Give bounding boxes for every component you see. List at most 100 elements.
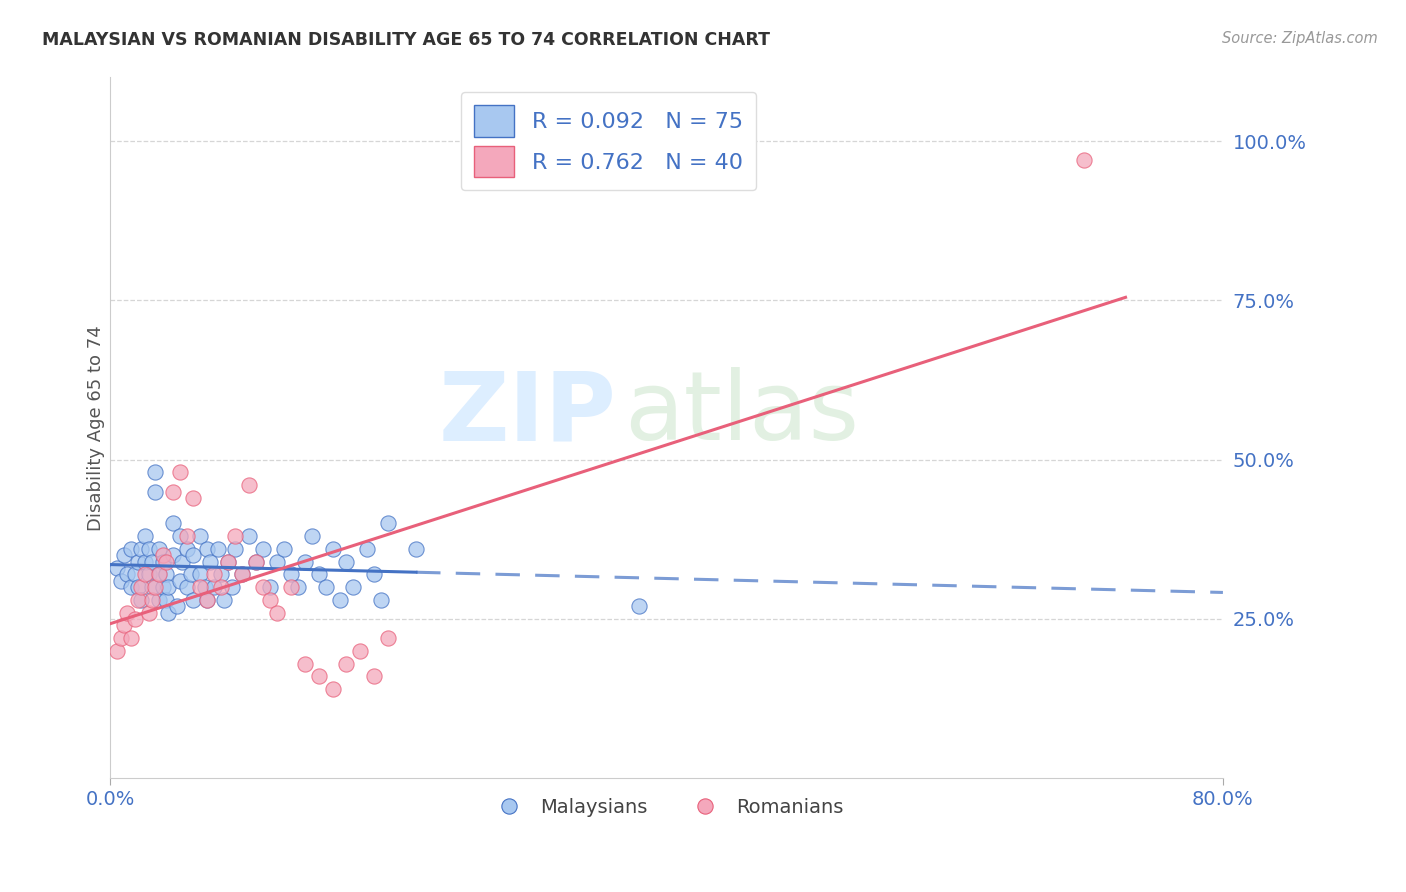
Point	[363, 567, 385, 582]
Point	[294, 657, 316, 671]
Point	[148, 567, 170, 582]
Point	[155, 567, 177, 582]
Point	[162, 484, 184, 499]
Point	[134, 555, 156, 569]
Point	[280, 567, 302, 582]
Point	[127, 555, 149, 569]
Point	[148, 592, 170, 607]
Point	[308, 567, 330, 582]
Point	[152, 580, 174, 594]
Point	[124, 612, 146, 626]
Point	[328, 592, 350, 607]
Point	[301, 529, 323, 543]
Point	[112, 618, 135, 632]
Point	[152, 555, 174, 569]
Text: atlas: atlas	[624, 368, 859, 460]
Point	[342, 580, 364, 594]
Point	[176, 580, 198, 594]
Point	[194, 580, 217, 594]
Point	[129, 541, 152, 556]
Point	[377, 631, 399, 645]
Point	[155, 555, 177, 569]
Point	[127, 592, 149, 607]
Point	[110, 574, 132, 588]
Point	[217, 555, 239, 569]
Point	[224, 541, 246, 556]
Point	[273, 541, 295, 556]
Point	[202, 580, 225, 594]
Text: Source: ZipAtlas.com: Source: ZipAtlas.com	[1222, 31, 1378, 46]
Point	[141, 580, 163, 594]
Point	[162, 548, 184, 562]
Point	[166, 599, 188, 614]
Point	[349, 644, 371, 658]
Point	[231, 567, 253, 582]
Point	[169, 466, 191, 480]
Point	[176, 541, 198, 556]
Point	[294, 555, 316, 569]
Point	[315, 580, 337, 594]
Point	[335, 555, 357, 569]
Point	[221, 580, 243, 594]
Point	[129, 592, 152, 607]
Y-axis label: Disability Age 65 to 74: Disability Age 65 to 74	[87, 325, 105, 531]
Point	[1073, 153, 1095, 168]
Point	[322, 681, 344, 696]
Point	[152, 548, 174, 562]
Text: ZIP: ZIP	[439, 368, 616, 460]
Point	[110, 631, 132, 645]
Point	[124, 567, 146, 582]
Point	[134, 529, 156, 543]
Point	[120, 631, 142, 645]
Point	[183, 592, 205, 607]
Point	[148, 541, 170, 556]
Point	[138, 567, 160, 582]
Point	[627, 599, 650, 614]
Point	[231, 567, 253, 582]
Point	[335, 657, 357, 671]
Point	[169, 574, 191, 588]
Point	[195, 592, 218, 607]
Point	[252, 541, 274, 556]
Point	[112, 548, 135, 562]
Point	[129, 580, 152, 594]
Point	[287, 580, 309, 594]
Point	[245, 555, 267, 569]
Point	[157, 580, 180, 594]
Point	[105, 561, 128, 575]
Point	[180, 567, 202, 582]
Point	[238, 529, 260, 543]
Point	[202, 567, 225, 582]
Point	[198, 555, 221, 569]
Text: MALAYSIAN VS ROMANIAN DISABILITY AGE 65 TO 74 CORRELATION CHART: MALAYSIAN VS ROMANIAN DISABILITY AGE 65 …	[42, 31, 770, 49]
Point	[134, 567, 156, 582]
Point	[141, 555, 163, 569]
Point	[176, 529, 198, 543]
Point	[138, 541, 160, 556]
Point	[280, 580, 302, 594]
Point	[155, 592, 177, 607]
Point	[252, 580, 274, 594]
Point	[217, 555, 239, 569]
Point	[209, 580, 232, 594]
Point	[190, 580, 212, 594]
Point	[207, 541, 229, 556]
Point	[138, 606, 160, 620]
Point	[183, 548, 205, 562]
Point	[143, 484, 166, 499]
Point	[266, 555, 288, 569]
Point	[148, 567, 170, 582]
Point	[105, 644, 128, 658]
Legend: Malaysians, Romanians: Malaysians, Romanians	[481, 790, 852, 824]
Point	[245, 555, 267, 569]
Point	[209, 567, 232, 582]
Point	[195, 541, 218, 556]
Point	[259, 592, 281, 607]
Point	[212, 592, 235, 607]
Point	[143, 580, 166, 594]
Point	[322, 541, 344, 556]
Point	[308, 669, 330, 683]
Point	[238, 478, 260, 492]
Point	[169, 529, 191, 543]
Point	[195, 592, 218, 607]
